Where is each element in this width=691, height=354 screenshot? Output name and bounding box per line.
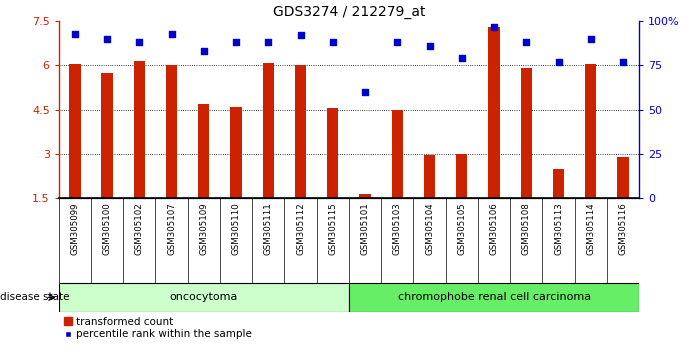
Bar	[359, 194, 370, 198]
Bar	[69, 64, 80, 198]
Point	[553, 59, 564, 65]
Bar	[198, 104, 209, 198]
Text: GSM305114: GSM305114	[586, 202, 596, 255]
Text: GSM305100: GSM305100	[102, 202, 112, 255]
Point	[198, 48, 209, 54]
Text: GSM305102: GSM305102	[135, 202, 144, 255]
Text: GSM305099: GSM305099	[70, 202, 79, 255]
Bar	[553, 169, 564, 198]
Bar	[102, 73, 113, 198]
Bar	[617, 157, 629, 198]
Point	[231, 40, 242, 45]
Point	[392, 40, 403, 45]
Text: oncocytoma: oncocytoma	[170, 292, 238, 302]
Point	[521, 40, 532, 45]
Point	[295, 33, 306, 38]
Bar	[327, 108, 339, 198]
Text: GSM305112: GSM305112	[296, 202, 305, 255]
Point	[166, 31, 177, 36]
Text: GSM305116: GSM305116	[618, 202, 627, 255]
Text: GSM305106: GSM305106	[489, 202, 499, 255]
Bar	[166, 65, 177, 198]
Point	[134, 40, 145, 45]
Text: GSM305104: GSM305104	[425, 202, 434, 255]
Bar	[230, 107, 242, 198]
Bar	[456, 154, 467, 198]
Bar	[349, 283, 639, 312]
Text: GSM305111: GSM305111	[264, 202, 273, 255]
Point	[328, 40, 339, 45]
Legend: transformed count, percentile rank within the sample: transformed count, percentile rank withi…	[64, 317, 252, 339]
Bar	[520, 68, 532, 198]
Title: GDS3274 / 212279_at: GDS3274 / 212279_at	[273, 5, 425, 19]
Bar	[263, 63, 274, 198]
Text: chromophobe renal cell carcinoma: chromophobe renal cell carcinoma	[397, 292, 591, 302]
Point	[263, 40, 274, 45]
Bar	[392, 110, 403, 198]
Bar	[59, 283, 349, 312]
Text: GSM305103: GSM305103	[392, 202, 402, 255]
Bar	[585, 64, 596, 198]
Text: GSM305108: GSM305108	[522, 202, 531, 255]
Point	[69, 31, 80, 36]
Bar	[133, 61, 145, 198]
Point	[585, 36, 596, 42]
Text: disease state: disease state	[0, 292, 70, 302]
Text: GSM305115: GSM305115	[328, 202, 337, 255]
Text: GSM305101: GSM305101	[361, 202, 370, 255]
Point	[424, 43, 435, 49]
Bar	[489, 27, 500, 198]
Text: GSM305113: GSM305113	[554, 202, 563, 255]
Text: GSM305105: GSM305105	[457, 202, 466, 255]
Point	[359, 89, 370, 95]
Bar	[424, 155, 435, 198]
Point	[489, 24, 500, 29]
Point	[456, 56, 467, 61]
Text: GSM305110: GSM305110	[231, 202, 240, 255]
Bar	[295, 65, 306, 198]
Point	[102, 36, 113, 42]
Text: GSM305107: GSM305107	[167, 202, 176, 255]
Text: GSM305109: GSM305109	[199, 202, 209, 255]
Point	[618, 59, 629, 65]
